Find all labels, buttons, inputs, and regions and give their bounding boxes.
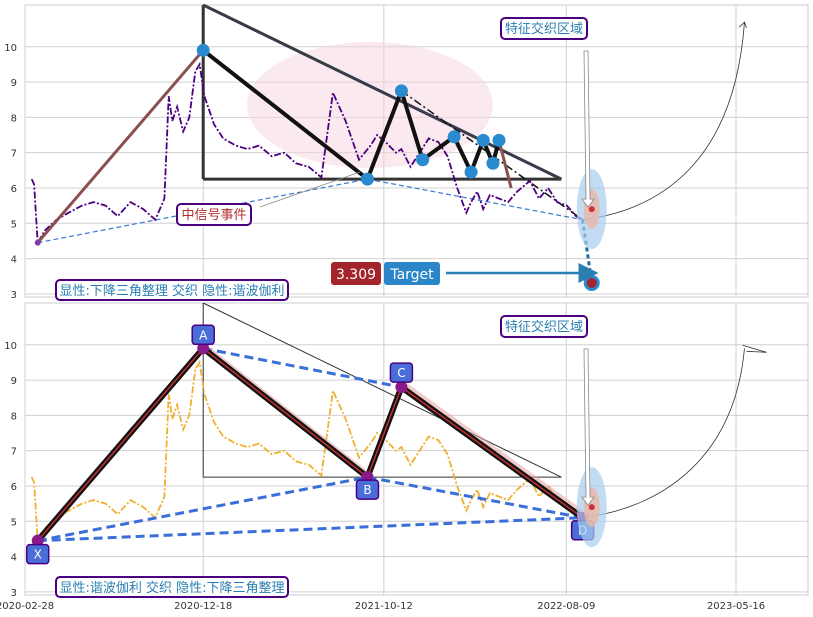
price-line — [30, 61, 584, 246]
harmonic-leg-core — [400, 386, 584, 519]
feature-zone — [576, 50, 607, 250]
x-tick-label: 2021-10-12 — [355, 601, 413, 612]
dash-dot-trend — [400, 90, 584, 221]
pattern-point — [464, 165, 478, 179]
start-point — [34, 239, 41, 246]
harmonic-dashed-leg — [367, 475, 583, 520]
pivot-x-dot — [31, 534, 44, 547]
projection-arrowhead — [742, 344, 767, 353]
zone-center — [588, 206, 595, 213]
pattern-point — [394, 84, 408, 98]
projection-arrowhead — [739, 21, 747, 29]
feature-zone — [576, 348, 607, 548]
bottom-plot-area — [24, 302, 809, 596]
x-tick-label: 2022-08-09 — [537, 601, 595, 612]
zone-down-arrow — [581, 50, 595, 208]
pattern-label-box — [55, 279, 289, 301]
zone-label: 特征交织区域 — [505, 21, 583, 37]
support-line — [367, 178, 583, 221]
top-y-ticks: 3 4 5 6 7 8 9 10 — [4, 43, 17, 301]
target-value-badge — [331, 262, 381, 285]
interweave-ellipse — [247, 42, 493, 168]
zone-center — [588, 504, 595, 511]
y-tick-label: 3 — [11, 290, 17, 301]
pattern-label: 显性:谐波伽利 交织 隐性:下降三角整理 — [59, 580, 284, 596]
bottom-y-ticks: 3 4 5 6 7 8 9 10 — [4, 341, 17, 599]
event-label-box — [176, 203, 252, 226]
target-dot — [586, 277, 597, 288]
pattern-label-box — [55, 576, 289, 598]
zone-down-arrow — [581, 348, 595, 506]
y-tick-label: 10 — [4, 43, 17, 54]
pivot-a-dot — [197, 342, 210, 355]
y-tick-label: 4 — [11, 553, 17, 564]
x-axis-ticks: 2020-02-28 2020-12-18 2021-10-12 2022-08-09… — [0, 601, 765, 612]
x-tick-label: 2020-12-18 — [174, 601, 232, 612]
pivot-c-label: C — [397, 366, 405, 380]
y-tick-label: 3 — [11, 588, 17, 599]
x-tick-label: 2020-02-28 — [0, 601, 54, 612]
zone-label-box — [500, 315, 588, 338]
triangle-top — [202, 302, 562, 478]
harmonic-pattern — [35, 345, 585, 543]
pattern-point — [492, 133, 506, 147]
x-tick-label: 2023-05-16 — [707, 601, 765, 612]
y-tick-label: 8 — [11, 113, 17, 124]
pivot-b-badge — [355, 479, 380, 500]
y-tick-label: 6 — [11, 184, 17, 195]
pivot-a-badge — [191, 324, 215, 346]
zone-label: 特征交织区域 — [505, 319, 583, 335]
y-tick-label: 4 — [11, 255, 17, 266]
y-tick-label: 7 — [11, 447, 17, 458]
pattern-point — [476, 133, 490, 147]
target-value: 3.309 — [336, 267, 376, 283]
pivot-b-label: B — [363, 483, 371, 497]
projection-curve — [582, 344, 767, 519]
y-tick-label: 8 — [11, 411, 17, 422]
target-label: Target — [389, 267, 434, 283]
price-line — [30, 359, 584, 544]
pattern-point — [416, 153, 430, 167]
top-panel: 3 4 5 6 7 8 9 10 3.309 Target 中信号事件 特征交织区域 显性:下… — [4, 3, 809, 301]
zone-label-box — [500, 17, 588, 40]
harmonic-leg-core — [202, 347, 368, 478]
pivot-x-label: X — [34, 548, 42, 562]
y-tick-label: 5 — [11, 517, 17, 528]
pattern-point — [447, 130, 461, 144]
target-label-badge — [384, 262, 440, 285]
projection-path — [582, 348, 745, 519]
pivot-x-badge — [25, 543, 50, 565]
projection-curve — [582, 21, 747, 221]
harmonic-dashed-leg — [37, 516, 583, 543]
harmonic-leg-core — [37, 347, 204, 542]
event-pointer — [259, 171, 361, 208]
y-tick-label: 9 — [11, 78, 17, 89]
y-tick-label: 10 — [4, 341, 17, 352]
harmonic-dashed-leg — [202, 346, 402, 389]
pivot-c-badge — [389, 362, 414, 383]
pattern-point — [360, 172, 374, 186]
y-tick-label: 5 — [11, 219, 17, 230]
projection-path — [582, 22, 745, 221]
pivot-a-label: A — [199, 328, 208, 342]
pattern-label: 显性:下降三角整理 交织 隐性:谐波伽利 — [59, 283, 284, 299]
pivot-c-dot — [395, 381, 408, 394]
pattern-point — [486, 156, 500, 170]
tail-line — [497, 139, 513, 189]
y-tick-label: 6 — [11, 482, 17, 493]
rise-line — [36, 49, 205, 244]
y-tick-label: 7 — [11, 149, 17, 160]
harmonic-leg-core — [366, 386, 403, 478]
event-label: 中信号事件 — [181, 208, 246, 223]
pattern-point — [196, 43, 210, 57]
y-tick-label: 9 — [11, 376, 17, 387]
